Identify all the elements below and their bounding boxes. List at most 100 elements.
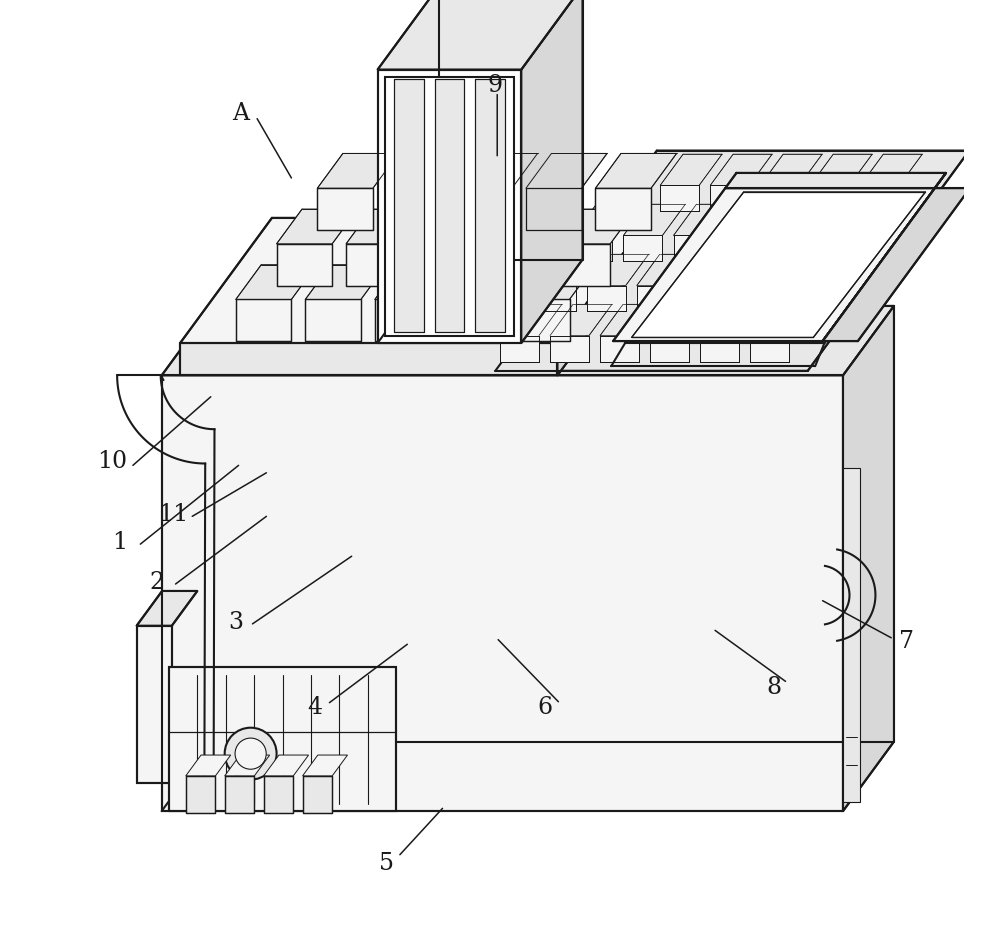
Circle shape <box>225 728 277 780</box>
Polygon shape <box>587 254 649 286</box>
Polygon shape <box>303 776 332 813</box>
Polygon shape <box>625 319 842 343</box>
Polygon shape <box>375 265 456 299</box>
Polygon shape <box>162 375 843 811</box>
Polygon shape <box>378 70 521 343</box>
Polygon shape <box>180 218 649 343</box>
Polygon shape <box>774 235 813 261</box>
Text: 7: 7 <box>899 630 914 653</box>
Polygon shape <box>387 154 468 188</box>
Polygon shape <box>521 0 583 343</box>
Polygon shape <box>674 235 712 261</box>
Polygon shape <box>317 154 398 188</box>
Polygon shape <box>843 306 894 811</box>
Polygon shape <box>378 0 583 70</box>
Polygon shape <box>660 154 722 185</box>
Polygon shape <box>660 185 699 211</box>
Polygon shape <box>737 254 799 286</box>
Text: 2: 2 <box>149 571 165 593</box>
Polygon shape <box>305 265 386 299</box>
Text: 1: 1 <box>112 531 127 553</box>
Polygon shape <box>824 235 863 261</box>
Polygon shape <box>595 154 677 188</box>
Polygon shape <box>236 265 317 299</box>
Polygon shape <box>823 172 946 341</box>
Polygon shape <box>687 286 726 311</box>
Polygon shape <box>416 210 497 244</box>
Polygon shape <box>600 304 662 336</box>
Polygon shape <box>687 254 749 286</box>
Polygon shape <box>623 235 662 261</box>
Polygon shape <box>810 154 872 185</box>
Text: A: A <box>232 102 249 124</box>
Polygon shape <box>317 188 373 230</box>
Polygon shape <box>810 185 849 211</box>
Polygon shape <box>632 192 925 337</box>
Polygon shape <box>385 77 514 336</box>
Polygon shape <box>346 210 427 244</box>
Polygon shape <box>526 154 607 188</box>
Polygon shape <box>387 188 443 230</box>
Polygon shape <box>610 154 672 185</box>
Polygon shape <box>774 204 836 235</box>
Text: 11: 11 <box>159 503 189 526</box>
Polygon shape <box>186 776 215 813</box>
Polygon shape <box>137 591 197 626</box>
Polygon shape <box>750 336 789 362</box>
Polygon shape <box>674 204 735 235</box>
Polygon shape <box>495 150 969 371</box>
Text: 8: 8 <box>766 677 781 699</box>
Polygon shape <box>500 304 562 336</box>
Polygon shape <box>650 336 689 362</box>
Polygon shape <box>724 235 763 261</box>
Polygon shape <box>514 265 595 299</box>
Polygon shape <box>225 755 270 776</box>
Polygon shape <box>475 79 505 332</box>
Polygon shape <box>485 244 541 286</box>
Polygon shape <box>555 244 610 286</box>
Polygon shape <box>710 185 749 211</box>
Polygon shape <box>823 188 970 341</box>
Polygon shape <box>225 776 254 813</box>
Polygon shape <box>650 304 712 336</box>
Polygon shape <box>346 244 402 286</box>
Polygon shape <box>760 185 799 211</box>
Polygon shape <box>613 188 935 341</box>
Polygon shape <box>169 667 396 811</box>
Polygon shape <box>305 299 361 341</box>
Polygon shape <box>500 336 539 362</box>
Polygon shape <box>444 265 525 299</box>
Polygon shape <box>264 755 309 776</box>
Polygon shape <box>537 286 576 311</box>
Polygon shape <box>456 154 538 188</box>
Polygon shape <box>277 244 332 286</box>
Polygon shape <box>236 299 291 341</box>
Polygon shape <box>162 306 894 375</box>
Text: 5: 5 <box>379 853 394 875</box>
Polygon shape <box>787 254 849 286</box>
Polygon shape <box>394 79 424 332</box>
Text: 9: 9 <box>488 74 503 96</box>
Polygon shape <box>303 755 348 776</box>
Polygon shape <box>573 204 635 235</box>
Text: 4: 4 <box>307 696 322 718</box>
Polygon shape <box>550 336 589 362</box>
Polygon shape <box>843 468 860 802</box>
Polygon shape <box>610 185 649 211</box>
Polygon shape <box>737 286 776 311</box>
Polygon shape <box>760 154 822 185</box>
Polygon shape <box>787 286 826 311</box>
Text: 3: 3 <box>228 612 243 634</box>
Polygon shape <box>277 210 358 244</box>
Text: 6: 6 <box>537 696 552 718</box>
Polygon shape <box>416 244 471 286</box>
Polygon shape <box>637 254 699 286</box>
Polygon shape <box>600 336 639 362</box>
Polygon shape <box>514 299 570 341</box>
Polygon shape <box>860 154 922 185</box>
Polygon shape <box>573 235 612 261</box>
Polygon shape <box>435 79 464 332</box>
Polygon shape <box>637 286 676 311</box>
Polygon shape <box>595 188 651 230</box>
Polygon shape <box>485 210 566 244</box>
